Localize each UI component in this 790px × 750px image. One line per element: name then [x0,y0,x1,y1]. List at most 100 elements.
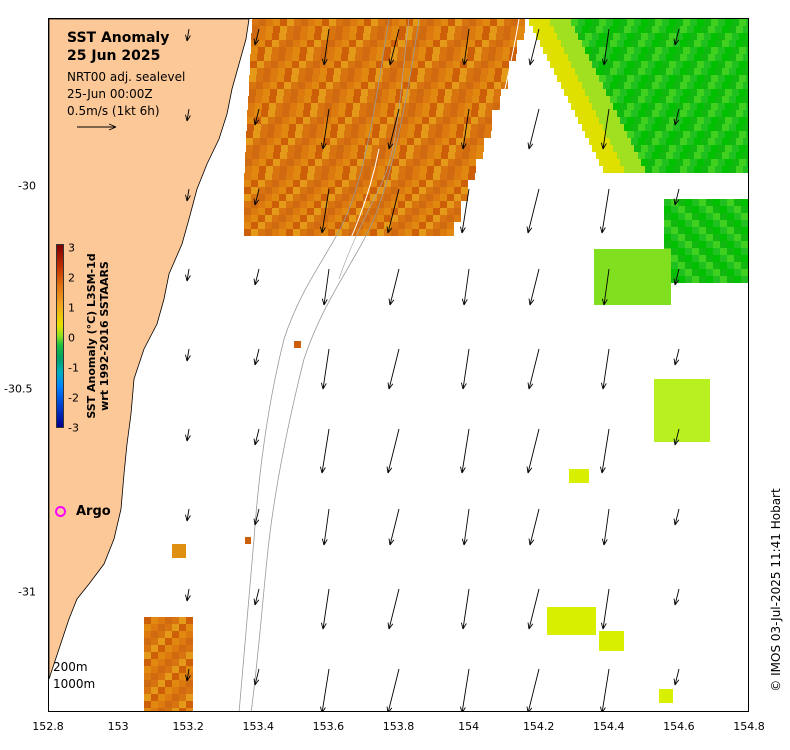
sst-cell [666,54,673,61]
x-tick-label: 154.2 [522,720,555,733]
sst-cell [417,75,424,82]
sst-cell [554,54,561,61]
sst-cell [561,614,568,621]
sst-cell [426,180,433,187]
sst-cell [732,117,739,124]
sst-cell [272,187,279,194]
sst-cell [578,89,585,96]
sst-cell [399,166,406,173]
sst-cell [699,199,706,206]
sst-cell [405,222,412,229]
sst-cell [743,110,748,117]
sst-cell [624,40,631,47]
sst-cell [613,145,620,152]
sst-cell [493,103,500,110]
sst-cell [374,96,381,103]
sst-cell [338,110,345,117]
current-arrow [460,588,470,630]
sst-cell [655,61,662,68]
sst-cell [727,241,734,248]
sst-cell [746,117,748,124]
sst-cell [617,96,624,103]
sst-cell [301,166,308,173]
sst-cell [678,262,685,269]
sst-cell [477,145,484,152]
current-arrow [460,188,470,234]
sst-cell [300,201,307,208]
sst-cell [392,26,399,33]
sst-cell [398,208,405,215]
sst-cell [144,687,151,694]
sst-cell [652,166,659,173]
sst-cell [533,26,540,33]
sst-cell [636,270,643,277]
sst-cell [151,680,158,687]
sst-cell [718,117,725,124]
sst-cell [361,89,368,96]
sst-cell [696,400,703,407]
sst-cell [511,26,518,33]
sst-cell [446,61,453,68]
sst-cell [734,255,741,262]
sst-cell [317,124,324,131]
sst-cell [335,180,342,187]
sst-cell [571,47,578,54]
sst-cell [615,284,622,291]
sst-cell [396,82,403,89]
sst-cell [427,152,434,159]
sst-cell [378,19,385,26]
sst-cell [571,33,578,40]
sst-cell [251,194,258,201]
sst-cell [273,166,280,173]
sst-cell [280,166,287,173]
sst-cell [412,222,419,229]
sst-cell [341,61,348,68]
sst-cell [708,40,715,47]
sst-cell [429,110,436,117]
sst-cell [725,117,732,124]
sst-cell [257,61,264,68]
sst-cell [671,269,678,276]
sst-cell [689,435,696,442]
sst-cell [314,180,321,187]
sst-cell [287,26,294,33]
sst-cell [307,201,314,208]
sst-cell [603,138,610,145]
sst-cell [318,96,325,103]
sst-cell [596,152,603,159]
sst-cell [585,89,592,96]
sst-cell [373,110,380,117]
sst-cell [370,222,377,229]
sst-cell [568,607,575,614]
sst-cell [657,270,664,277]
sst-cell [620,103,627,110]
sst-cell [722,166,729,173]
sst-cell [270,75,277,82]
sst-cell [424,89,431,96]
sst-cell [720,206,727,213]
sst-cell [734,276,741,283]
sst-cell [412,201,419,208]
sst-cell [652,54,659,61]
sst-cell [335,229,342,236]
sst-cell [344,131,351,138]
current-arrow [388,28,400,66]
sst-cell [564,89,571,96]
sst-cell [295,131,302,138]
sst-cell [186,687,193,694]
sst-cell [260,145,267,152]
sst-cell [422,110,429,117]
sst-cell [319,75,326,82]
sst-cell [321,229,328,236]
sst-cell [722,26,729,33]
sst-cell [713,234,720,241]
x-tick-label: 153.2 [172,720,204,733]
sst-cell [589,138,596,145]
sst-cell [172,701,179,708]
sst-cell [629,277,636,284]
sst-cell [596,54,603,61]
sst-cell [689,421,696,428]
sst-cell [699,220,706,227]
sst-cell [335,208,342,215]
sst-cell [286,229,293,236]
